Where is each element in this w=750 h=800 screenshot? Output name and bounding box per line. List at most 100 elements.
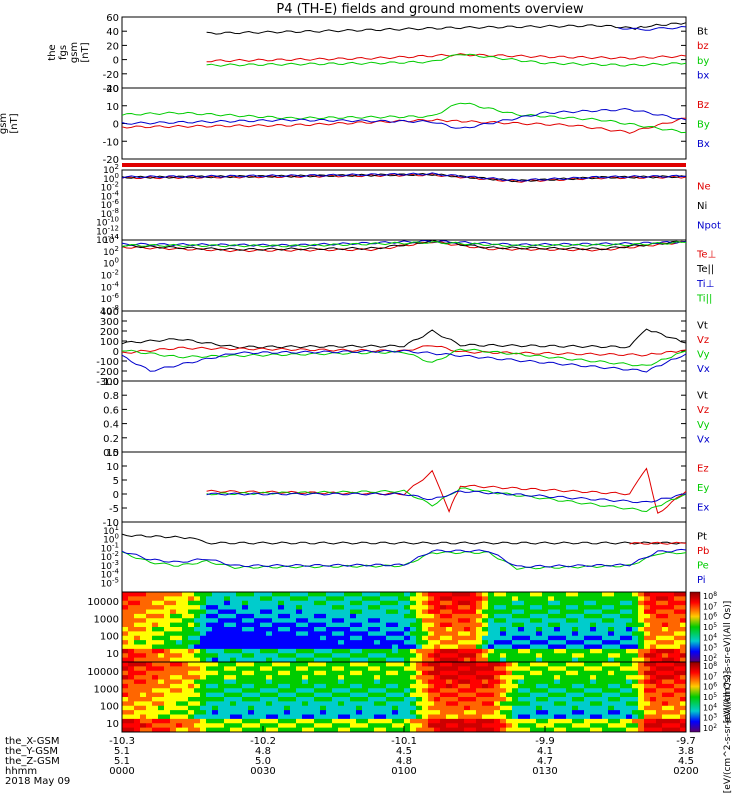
heatmap-cell <box>206 723 213 729</box>
colorbar-label: [eV/(cm^2-s-sr-eV)(All Qs)] <box>723 601 733 724</box>
heatmap-cell <box>644 644 651 650</box>
heatmap-cell <box>494 596 501 602</box>
heatmap-cell <box>122 701 129 707</box>
heatmap-cell <box>218 723 225 729</box>
heatmap-cell <box>536 600 543 606</box>
heatmap-cell <box>284 648 291 654</box>
heatmap-cell <box>464 653 471 659</box>
heatmap-cell <box>362 613 369 619</box>
legend-label: Ti⊥ <box>696 279 714 290</box>
heatmap-cell <box>206 600 213 606</box>
heatmap-cell <box>488 675 495 680</box>
heatmap-cell <box>638 675 645 680</box>
heatmap-cell <box>230 701 237 707</box>
heatmap-cell <box>584 683 591 689</box>
heatmap-cell <box>170 662 177 667</box>
heatmap-cell <box>308 692 315 698</box>
heatmap-cell <box>512 657 519 663</box>
heatmap-cell <box>194 688 201 694</box>
heatmap-cell <box>446 635 453 641</box>
heatmap-cell <box>554 727 561 733</box>
heatmap-cell <box>524 688 531 694</box>
heatmap-cell <box>422 701 429 707</box>
heatmap-cell <box>476 692 483 698</box>
heatmap-cell <box>212 727 219 733</box>
heatmap-cell <box>356 683 363 689</box>
heatmap-cell <box>482 714 489 720</box>
heatmap-cell <box>392 666 399 672</box>
heatmap-cell <box>170 723 177 729</box>
heatmap-cell <box>380 683 387 689</box>
heatmap-cell <box>134 618 141 624</box>
heatmap-cell <box>608 692 615 698</box>
heatmap-cell <box>512 596 519 602</box>
heatmap-cell <box>140 644 147 650</box>
heatmap-cell <box>314 640 321 645</box>
heatmap-cell <box>212 605 219 610</box>
heatmap-cell <box>254 670 261 676</box>
heatmap-cell <box>308 600 315 606</box>
heatmap-cell <box>200 697 207 702</box>
heatmap-cell <box>296 692 303 698</box>
legend-label: bz <box>697 41 709 52</box>
heatmap-cell <box>164 605 171 610</box>
heatmap-cell <box>632 644 639 650</box>
heatmap-cell <box>122 627 129 632</box>
heatmap-cell <box>566 662 573 667</box>
heatmap-cell <box>560 701 567 707</box>
heatmap-cell <box>302 600 309 606</box>
heatmap-cell <box>218 657 225 663</box>
heatmap-cell <box>254 648 261 654</box>
heatmap-cell <box>542 622 549 628</box>
heatmap-cell <box>476 613 483 619</box>
heatmap-cell <box>590 710 597 715</box>
heatmap-cell <box>326 653 333 659</box>
heatmap-cell <box>140 675 147 680</box>
heatmap-cell <box>278 613 285 619</box>
heatmap-cell <box>632 609 639 615</box>
heatmap-cell <box>602 600 609 606</box>
heatmap-cell <box>422 609 429 615</box>
heatmap-cell <box>524 609 531 615</box>
heatmap-cell <box>488 613 495 619</box>
heatmap-cell <box>506 670 513 676</box>
heatmap-cell <box>404 683 411 689</box>
heatmap-cell <box>386 653 393 659</box>
y-tick-label: 60 <box>106 13 119 24</box>
heatmap-cell <box>530 714 537 720</box>
heatmap-cell <box>362 653 369 659</box>
heatmap-cell <box>242 701 249 707</box>
heatmap-cell <box>182 644 189 650</box>
heatmap-cell <box>248 596 255 602</box>
heatmap-cell <box>668 613 675 619</box>
heatmap-cell <box>422 710 429 715</box>
heatmap-cell <box>482 631 489 637</box>
heatmap-cell <box>338 635 345 641</box>
heatmap-cell <box>218 679 225 685</box>
heatmap-cell <box>596 662 603 667</box>
heatmap-cell <box>680 618 687 624</box>
heatmap-cell <box>584 701 591 707</box>
heatmap-cell <box>494 592 501 597</box>
y-label-line: [nT] <box>9 113 20 133</box>
legend-label: Ez <box>697 464 709 475</box>
heatmap-cell <box>560 670 567 676</box>
heatmap-cell <box>164 692 171 698</box>
heatmap-cell <box>368 723 375 729</box>
heatmap-cell <box>164 718 171 724</box>
heatmap-cell <box>506 675 513 680</box>
heatmap-cell <box>290 675 297 680</box>
heatmap-cell <box>680 640 687 645</box>
heatmap-cell <box>380 640 387 645</box>
heatmap-cell <box>146 675 153 680</box>
heatmap-cell <box>386 644 393 650</box>
heatmap-cell <box>524 670 531 676</box>
heatmap-cell <box>392 714 399 720</box>
heatmap-cell <box>470 679 477 685</box>
heatmap-cell <box>242 635 249 641</box>
heatmap-cell <box>548 727 555 733</box>
heatmap-cell <box>476 666 483 672</box>
heatmap-cell <box>536 723 543 729</box>
heatmap-cell <box>536 609 543 615</box>
heatmap-cell <box>470 618 477 624</box>
